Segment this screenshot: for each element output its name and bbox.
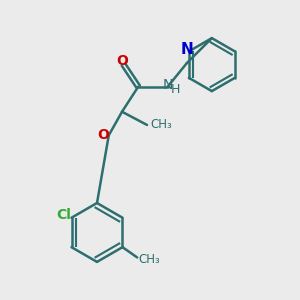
Text: Cl: Cl (56, 208, 71, 222)
Text: CH₃: CH₃ (139, 253, 160, 266)
Text: O: O (116, 54, 128, 68)
Text: H: H (171, 83, 181, 96)
Text: N: N (180, 42, 193, 57)
Text: O: O (98, 128, 110, 142)
Text: N: N (163, 78, 173, 92)
Text: CH₃: CH₃ (150, 118, 172, 131)
